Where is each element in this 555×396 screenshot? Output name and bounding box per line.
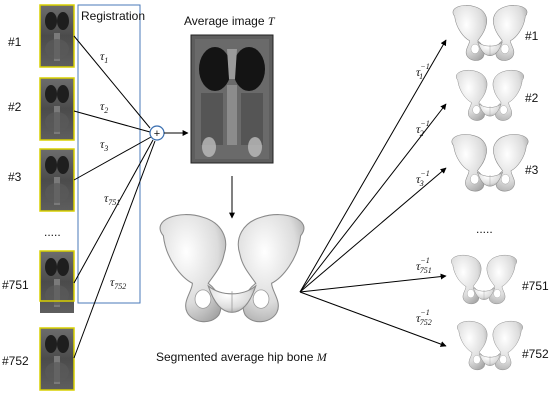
arrow-input-1	[73, 35, 151, 129]
arrow-input-2	[73, 110, 151, 133]
input-label-752: #752	[2, 354, 29, 368]
output-label-751: #751	[522, 279, 549, 293]
registration-label: Registration	[81, 9, 145, 23]
arrow-output-1	[299, 39, 447, 293]
arrow-input-752	[73, 140, 156, 359]
arrow-output-3	[299, 167, 447, 293]
sum-symbol: +	[154, 128, 160, 140]
inv-tau-label-3: τ−1 3	[416, 169, 430, 188]
inv-tau-label-1: τ−1 1	[416, 62, 430, 81]
input-label-2: #2	[8, 100, 22, 114]
output-label-752: #752	[522, 347, 549, 361]
input-label-751: #751	[2, 278, 29, 292]
inv-tau-label-752: τ−1 752	[416, 308, 432, 327]
input-thumb-752	[39, 327, 75, 391]
input-label-3: #3	[8, 170, 22, 184]
output-label-1: #1	[525, 29, 539, 43]
output-hip-bone-3	[451, 134, 529, 192]
arrow-input-3	[73, 136, 152, 181]
input-thumb-3	[39, 148, 75, 212]
tau-label-1: τ1	[100, 49, 108, 65]
inv-tau-label-751: τ−1 751	[416, 256, 432, 275]
input-label-1: #1	[8, 35, 22, 49]
output-hip-bone-751	[451, 254, 517, 305]
input-thumb-751	[39, 250, 75, 313]
output-ellipsis: .....	[476, 222, 493, 236]
arrow-input-751	[73, 139, 154, 284]
tau-label-2: τ2	[100, 99, 108, 115]
output-label-2: #2	[525, 91, 539, 105]
inv-tau-label-2: τ−1 2	[416, 119, 430, 138]
input-ellipsis: .....	[44, 225, 61, 239]
arrow-output-2	[299, 103, 447, 293]
output-label-3: #3	[525, 163, 539, 177]
input-thumb-1	[39, 4, 75, 68]
average-image-label: Average image T	[184, 14, 276, 28]
tau-label-751: τ751	[104, 191, 120, 207]
input-thumb-2	[39, 77, 75, 141]
average-image	[190, 34, 274, 164]
tau-label-752: τ752	[110, 275, 126, 291]
registration-box	[77, 4, 141, 304]
tau-label-3: τ3	[100, 137, 108, 153]
output-hip-bone-2	[455, 69, 525, 121]
segmented-hip-bone	[159, 214, 305, 323]
arrow-output-752	[299, 291, 447, 347]
segmented-label: Segmented average hip bone M	[156, 350, 328, 364]
output-hip-bone-752	[457, 320, 523, 371]
arrow-output-751	[299, 273, 447, 293]
output-hip-bone-1	[452, 5, 528, 61]
